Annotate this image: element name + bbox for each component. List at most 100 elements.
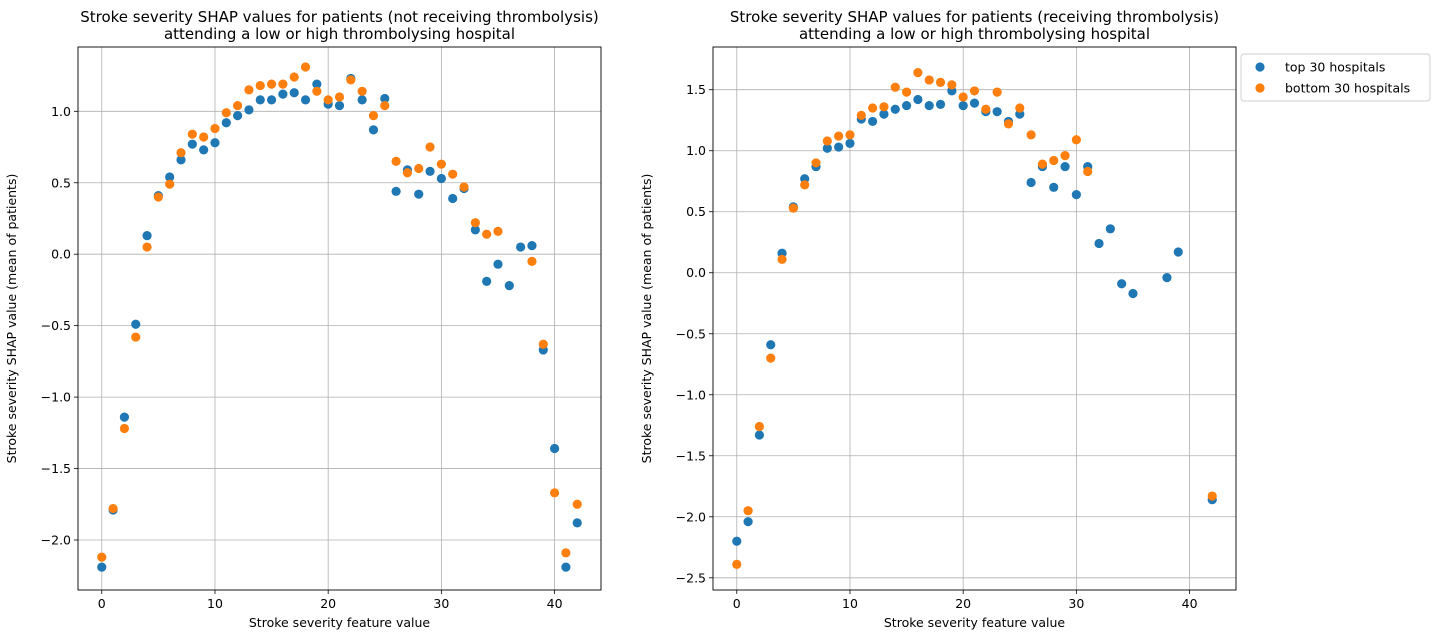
left-series-1-point	[312, 86, 322, 96]
right-chart-title-line: attending a low or high thrombolysing ho…	[799, 25, 1150, 43]
left-series-0-point	[255, 95, 265, 105]
right-series-0-point	[969, 98, 980, 108]
right-series-0-point	[868, 116, 878, 127]
left-series-0-point	[131, 319, 141, 329]
right-series-1-point	[1015, 103, 1025, 113]
left-series-0-point	[266, 95, 277, 105]
left-series-1-point	[289, 72, 299, 82]
left-series-0-point	[527, 241, 537, 251]
right-series-0-point	[1071, 190, 1081, 200]
legend-marker	[1255, 83, 1265, 93]
left-series-0-point	[504, 281, 514, 291]
left-series-0-point	[244, 105, 254, 115]
left-series-0-point	[561, 562, 571, 572]
right-y-tick-label: 0.0	[686, 265, 706, 280]
right-y-tick-label: 0.5	[686, 204, 706, 219]
left-series-1-point	[436, 159, 446, 169]
right-series-0-point	[1162, 273, 1172, 283]
right-series-1-point	[822, 136, 832, 146]
left-y-tick-label: −1.5	[41, 461, 71, 476]
left-series-1-point	[233, 100, 243, 111]
left-series-1-point	[357, 86, 367, 96]
right-series-1-point	[958, 92, 968, 102]
right-series-1-point	[1037, 159, 1048, 169]
left-series-1-point	[391, 156, 401, 166]
right-series-0-point	[992, 107, 1002, 117]
right-x-tick-label: 0	[733, 596, 741, 611]
right-series-0-point	[1128, 288, 1138, 299]
left-series-1-point	[368, 110, 379, 121]
right-series-0-point	[935, 99, 946, 109]
right-series-1-point	[1026, 130, 1036, 140]
left-series-1-point	[153, 192, 163, 202]
left-series-0-point	[210, 138, 220, 148]
legend-label: bottom 30 hospitals	[1285, 81, 1410, 96]
left-series-1-point	[334, 92, 345, 102]
left-y-tick-label: −2.0	[41, 532, 71, 547]
right-series-1-point	[901, 87, 912, 97]
right-series-1-point	[981, 104, 991, 114]
left-series-0-point	[391, 186, 401, 196]
right-series-1-point	[766, 353, 776, 363]
left-series-1-point	[470, 218, 480, 228]
right-series-1-point	[924, 75, 934, 85]
left-series-0-point	[549, 443, 560, 454]
left-series-1-point	[176, 148, 186, 158]
right-series-0-point	[901, 100, 912, 111]
left-x-tick-label: 20	[320, 596, 336, 611]
left-series-1-point	[165, 179, 175, 189]
right-series-0-point	[1117, 279, 1127, 289]
left-series-0-point	[493, 259, 503, 269]
right-series-1-point	[879, 102, 889, 112]
right-y-tick-label: −2.0	[676, 509, 706, 524]
right-series-1-point	[947, 80, 957, 90]
left-y-tick-label: −0.5	[41, 318, 71, 333]
right-series-1-point	[788, 203, 798, 213]
left-series-1-point	[572, 499, 582, 509]
right-x-tick-label: 40	[1182, 596, 1198, 611]
right-series-0-point	[1060, 161, 1070, 172]
left-x-tick-label: 0	[98, 596, 106, 611]
right-series-1-point	[992, 87, 1002, 97]
left-scatter-chart: 0 10 20 30 40 −2.0 −1.5 −1.0 −0.5 0.0 0.5 1.0 Stroke…	[4, 8, 602, 630]
left-series-1-point	[97, 552, 107, 562]
left-series-1-point	[300, 62, 311, 72]
left-series-0-point	[572, 518, 582, 528]
right-series-1-point	[732, 559, 742, 569]
right-series-0-point	[845, 138, 855, 148]
left-x-axis-title: Stroke severity feature value	[249, 615, 431, 630]
left-series-1-point	[255, 80, 265, 91]
left-series-0-point	[119, 412, 130, 422]
right-series-1-point	[1071, 135, 1081, 145]
left-series-0-point	[233, 110, 243, 121]
left-series-0-point	[278, 89, 288, 99]
left-x-tick-label: 30	[433, 596, 449, 611]
left-series-0-point	[470, 225, 480, 235]
right-series-0-point	[766, 340, 776, 350]
right-scatter-chart: 0 10 20 30 40 −2.5 −2.0 −1.5 −1.0 −0.5 0.0 0.5 1.0 1.…	[639, 8, 1237, 630]
left-series-1-point	[482, 229, 492, 239]
left-series-0-point	[425, 166, 435, 176]
right-series-1-point	[777, 254, 787, 264]
right-y-tick-label: 1.5	[686, 82, 706, 97]
right-series-0-point	[1094, 238, 1104, 249]
right-y-tick-label: −0.5	[676, 326, 706, 341]
right-series-1-point	[754, 421, 765, 432]
right-y-tick-label: −1.5	[676, 448, 706, 463]
right-series-0-point	[822, 143, 832, 153]
right-series-1-point	[800, 180, 810, 190]
right-series-0-point	[834, 142, 844, 152]
right-series-0-point	[924, 100, 934, 111]
right-series-0-point	[743, 517, 753, 527]
left-series-1-point	[119, 423, 130, 434]
left-series-0-point	[142, 231, 152, 241]
right-y-tick-label: −1.0	[676, 387, 706, 402]
right-series-1-point	[868, 103, 878, 113]
left-series-1-point	[244, 85, 254, 95]
left-series-0-point	[221, 118, 231, 128]
left-series-1-point	[414, 163, 424, 174]
left-y-tick-label: 0.0	[51, 247, 71, 262]
left-series-1-point	[380, 100, 390, 111]
legend: top 30 hospitals bottom 30 hospitals	[1240, 53, 1431, 102]
